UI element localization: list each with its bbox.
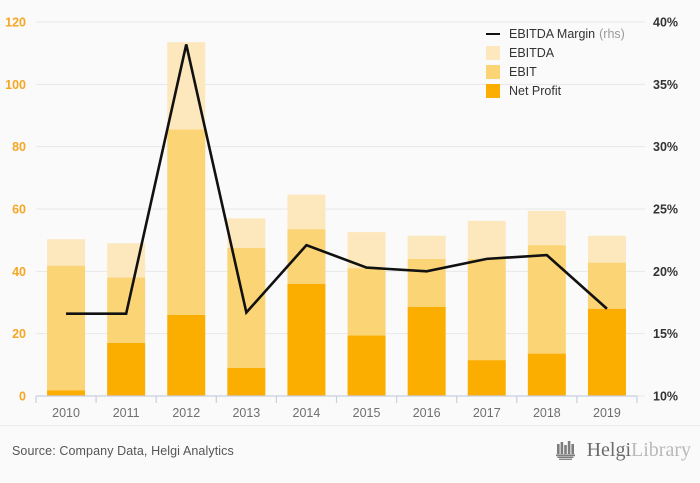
- legend: EBITDA Margin (rhs) EBITDA EBIT Net Prof…: [486, 24, 654, 100]
- swatch-icon: [486, 45, 500, 60]
- x-axis-labels: 2010 2011 2012 2013 2014 2015 2016 2017 2018 2019: [52, 406, 621, 420]
- legend-item-net-profit[interactable]: Net Profit: [486, 81, 654, 100]
- x-axis-tick-label: 2016: [413, 406, 441, 420]
- bar-segment-ebitda[interactable]: [407, 235, 446, 259]
- left-axis-tick-label: 60: [12, 203, 26, 217]
- bar-segment-net-profit[interactable]: [107, 343, 146, 396]
- bar-segment-ebitda[interactable]: [467, 220, 506, 259]
- bar-segment-ebitda[interactable]: [287, 194, 326, 230]
- bar-segment-net-profit[interactable]: [527, 353, 566, 396]
- source-note: Source: Company Data, Helgi Analytics: [12, 444, 234, 458]
- x-axis-tick-label: 2012: [172, 406, 200, 420]
- bar-series-group: [47, 42, 626, 396]
- right-axis-labels: 10% 15% 20% 25% 30% 35% 40%: [653, 16, 678, 404]
- bar-segment-ebit[interactable]: [347, 268, 386, 336]
- bar-segment-ebit[interactable]: [47, 265, 86, 391]
- bar-segment-ebit[interactable]: [167, 129, 206, 315]
- right-axis-tick-label: 20%: [653, 265, 678, 279]
- chart-canvas: 0 20 40 60 80 100 120 10% 15% 20% 25% 30% 35% 40% 20…: [5, 16, 678, 421]
- x-axis-tick-label: 2011: [113, 406, 140, 420]
- bar-segment-net-profit[interactable]: [467, 360, 506, 396]
- bar-segment-net-profit[interactable]: [407, 306, 446, 396]
- line-series-group: [66, 44, 608, 316]
- bar-segment-net-profit[interactable]: [167, 314, 206, 396]
- bar-segment-ebitda[interactable]: [47, 239, 86, 266]
- x-axis-tick-label: 2015: [353, 406, 381, 420]
- bar-segment-net-profit[interactable]: [347, 335, 386, 396]
- bar-segment-ebitda[interactable]: [527, 210, 566, 246]
- library-building-icon: [555, 441, 575, 460]
- left-axis-tick-label: 40: [12, 265, 26, 279]
- legend-label: Net Profit: [509, 83, 562, 98]
- legend-item-ebit[interactable]: EBIT: [486, 62, 654, 81]
- plot-area: 0 20 40 60 80 100 120 10% 15% 20% 25% 30% 35% 40% 20…: [5, 16, 678, 421]
- bar-segment-ebit[interactable]: [527, 245, 566, 354]
- legend-item-ebitda-margin[interactable]: EBITDA Margin (rhs): [486, 24, 654, 43]
- bar-segment-net-profit[interactable]: [287, 283, 326, 396]
- brand-primary: Helgi: [586, 439, 632, 461]
- bar-segment-ebitda[interactable]: [227, 218, 266, 248]
- x-axis-tick-label: 2019: [593, 406, 621, 420]
- brand-logo: HelgiLibrary: [555, 439, 691, 461]
- bar-segment-net-profit[interactable]: [227, 367, 266, 396]
- bar-segment-ebitda[interactable]: [587, 235, 626, 263]
- bar-segment-ebit[interactable]: [407, 258, 446, 307]
- bar-segment-ebit[interactable]: [467, 258, 506, 361]
- right-axis-tick-label: 25%: [653, 203, 678, 217]
- legend-label: EBITDA: [509, 45, 555, 60]
- swatch-icon: [486, 83, 500, 98]
- left-axis-tick-label: 20: [12, 327, 26, 341]
- brand-wordmark: HelgiLibrary: [587, 440, 691, 460]
- bar-segment-net-profit[interactable]: [587, 308, 626, 396]
- right-axis-tick-label: 15%: [653, 327, 678, 341]
- x-axis-tick-label: 2010: [52, 406, 80, 420]
- bar-segment-ebitda[interactable]: [167, 42, 206, 130]
- left-axis-tick-label: 80: [12, 140, 26, 154]
- x-axis-tick-label: 2013: [232, 406, 260, 420]
- bar-segment-net-profit[interactable]: [47, 390, 86, 396]
- bar-segment-ebit[interactable]: [287, 229, 326, 284]
- ebitda-margin-line[interactable]: [66, 44, 608, 316]
- left-axis-tick-label: 0: [19, 390, 26, 404]
- swatch-icon: [486, 64, 500, 79]
- x-axis-tick-label: 2014: [293, 406, 321, 420]
- left-axis-tick-label: 100: [5, 78, 26, 92]
- footer-divider: [0, 425, 700, 426]
- legend-axis-note: (rhs): [599, 26, 625, 41]
- legend-item-ebitda[interactable]: EBITDA: [486, 43, 654, 62]
- x-axis-tick-label: 2018: [533, 406, 561, 420]
- legend-label: EBITDA Margin: [509, 26, 596, 41]
- line-marker-icon: [486, 27, 500, 41]
- right-axis-tick-label: 35%: [653, 78, 678, 92]
- right-axis-tick-label: 40%: [653, 16, 678, 30]
- left-axis-tick-label: 120: [5, 16, 26, 30]
- bar-segment-ebit[interactable]: [587, 262, 626, 309]
- right-axis-tick-label: 10%: [653, 390, 678, 404]
- right-axis-tick-label: 30%: [653, 140, 678, 154]
- left-axis-labels: 0 20 40 60 80 100 120: [5, 16, 26, 404]
- brand-secondary: Library: [631, 439, 691, 461]
- x-axis-tick-label: 2017: [473, 406, 501, 420]
- legend-label: EBIT: [509, 64, 537, 79]
- axis-ticks: [95, 21, 645, 403]
- chart-footer: Source: Company Data, Helgi Analytics He…: [0, 425, 700, 483]
